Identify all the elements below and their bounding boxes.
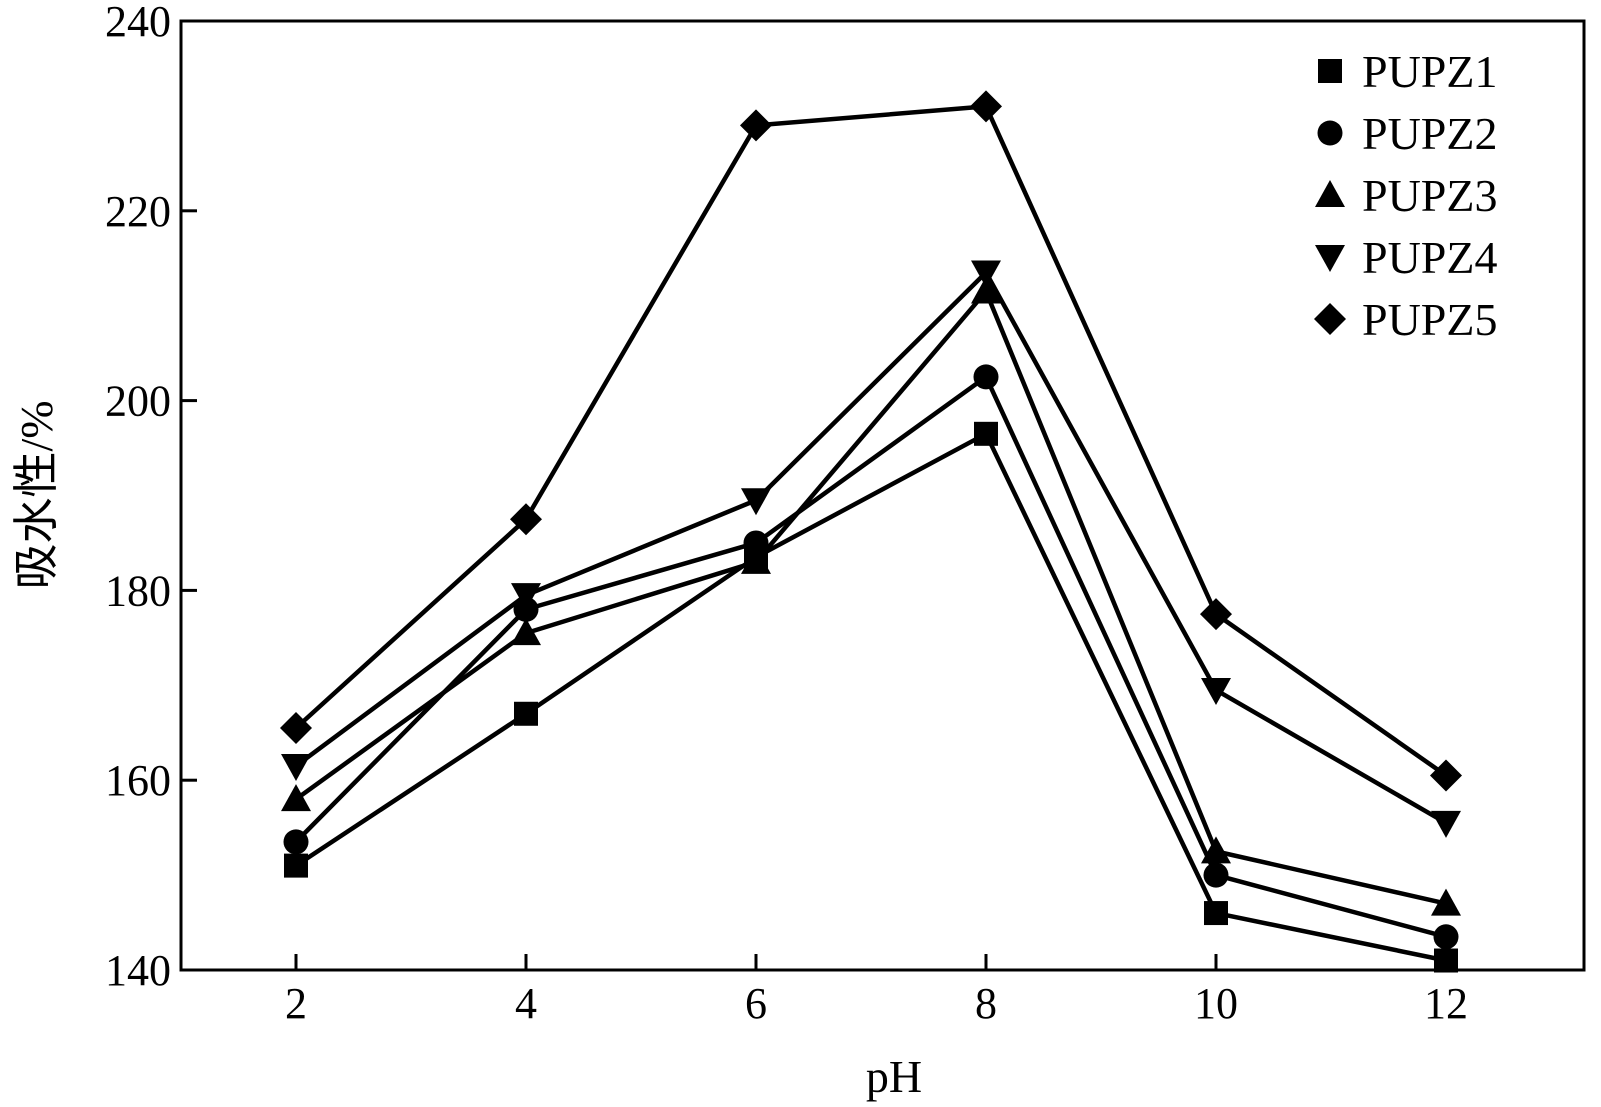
series-pupz1 — [284, 421, 1458, 973]
data-point — [283, 829, 309, 855]
series-line — [294, 270, 1448, 825]
tick-labels: 2 4 6 8 10 12 140 160 180 200 220 240 — [105, 0, 1468, 1028]
x-tick-label: 2 — [285, 979, 307, 1028]
data-point — [510, 503, 542, 536]
series-layer — [280, 90, 1462, 973]
data-point — [281, 784, 311, 812]
legend-label: PUPZ1 — [1362, 46, 1497, 97]
legend: PUPZ1 PUPZ2 PUPZ3 PUPZ4 PUPZ5 — [1314, 46, 1497, 345]
legend-marker — [1315, 245, 1345, 272]
data-point — [973, 364, 999, 390]
plot-frame — [179, 19, 1586, 972]
data-point — [514, 701, 538, 726]
legend-label: PUPZ3 — [1362, 170, 1497, 221]
legend-marker — [1314, 303, 1346, 335]
legend-marker — [1317, 120, 1343, 146]
series-line — [294, 104, 1448, 778]
data-point — [970, 90, 1002, 123]
y-tick-label: 200 — [105, 377, 171, 426]
data-point — [1200, 598, 1232, 631]
series-pupz2 — [283, 364, 1459, 950]
x-tick-label: 8 — [975, 979, 997, 1028]
legend-item: PUPZ1 — [1318, 46, 1497, 97]
legend-marker — [1315, 180, 1345, 207]
legend-item: PUPZ3 — [1315, 170, 1497, 221]
data-point — [971, 276, 1001, 304]
data-point — [511, 618, 541, 646]
legend-item: PUPZ5 — [1314, 294, 1497, 345]
legend-item: PUPZ2 — [1317, 108, 1497, 159]
data-point — [1430, 759, 1462, 792]
x-tick-label: 12 — [1424, 979, 1468, 1028]
series-pupz5 — [280, 90, 1462, 792]
legend-marker — [1318, 59, 1342, 83]
data-point — [511, 583, 541, 611]
y-tick-label: 140 — [105, 946, 171, 995]
x-tick-label: 10 — [1194, 979, 1238, 1028]
data-point — [743, 530, 769, 556]
legend-item: PUPZ4 — [1315, 232, 1497, 283]
data-point — [741, 488, 771, 516]
data-point — [1433, 924, 1459, 950]
data-point — [740, 109, 772, 142]
series-line — [294, 374, 1447, 939]
data-point — [1204, 901, 1228, 926]
legend-label: PUPZ5 — [1362, 294, 1497, 345]
data-point — [1434, 948, 1458, 973]
data-point — [1201, 678, 1231, 706]
data-point — [741, 546, 771, 574]
data-point — [280, 712, 312, 745]
series-line — [294, 431, 1447, 963]
data-point — [1431, 888, 1461, 916]
y-tick-label: 160 — [105, 756, 171, 805]
data-point — [281, 753, 311, 781]
legend-label: PUPZ4 — [1362, 232, 1497, 283]
series-pupz3 — [281, 276, 1461, 916]
x-axis-title: pH — [866, 1051, 922, 1102]
x-tick-label: 6 — [745, 979, 767, 1028]
y-tick-label: 220 — [105, 187, 171, 236]
data-point — [284, 853, 308, 878]
legend-label: PUPZ2 — [1362, 108, 1497, 159]
y-axis-title: 吸水性/% — [11, 400, 62, 589]
data-point — [974, 421, 998, 446]
y-tick-label: 240 — [105, 0, 171, 46]
data-point — [1203, 862, 1229, 888]
data-point — [1201, 836, 1231, 864]
series-pupz4 — [281, 260, 1461, 838]
y-tick-label: 180 — [105, 566, 171, 615]
data-point — [971, 260, 1001, 288]
series-line — [294, 289, 1447, 906]
data-point — [1431, 810, 1461, 838]
x-tick-label: 4 — [515, 979, 537, 1028]
